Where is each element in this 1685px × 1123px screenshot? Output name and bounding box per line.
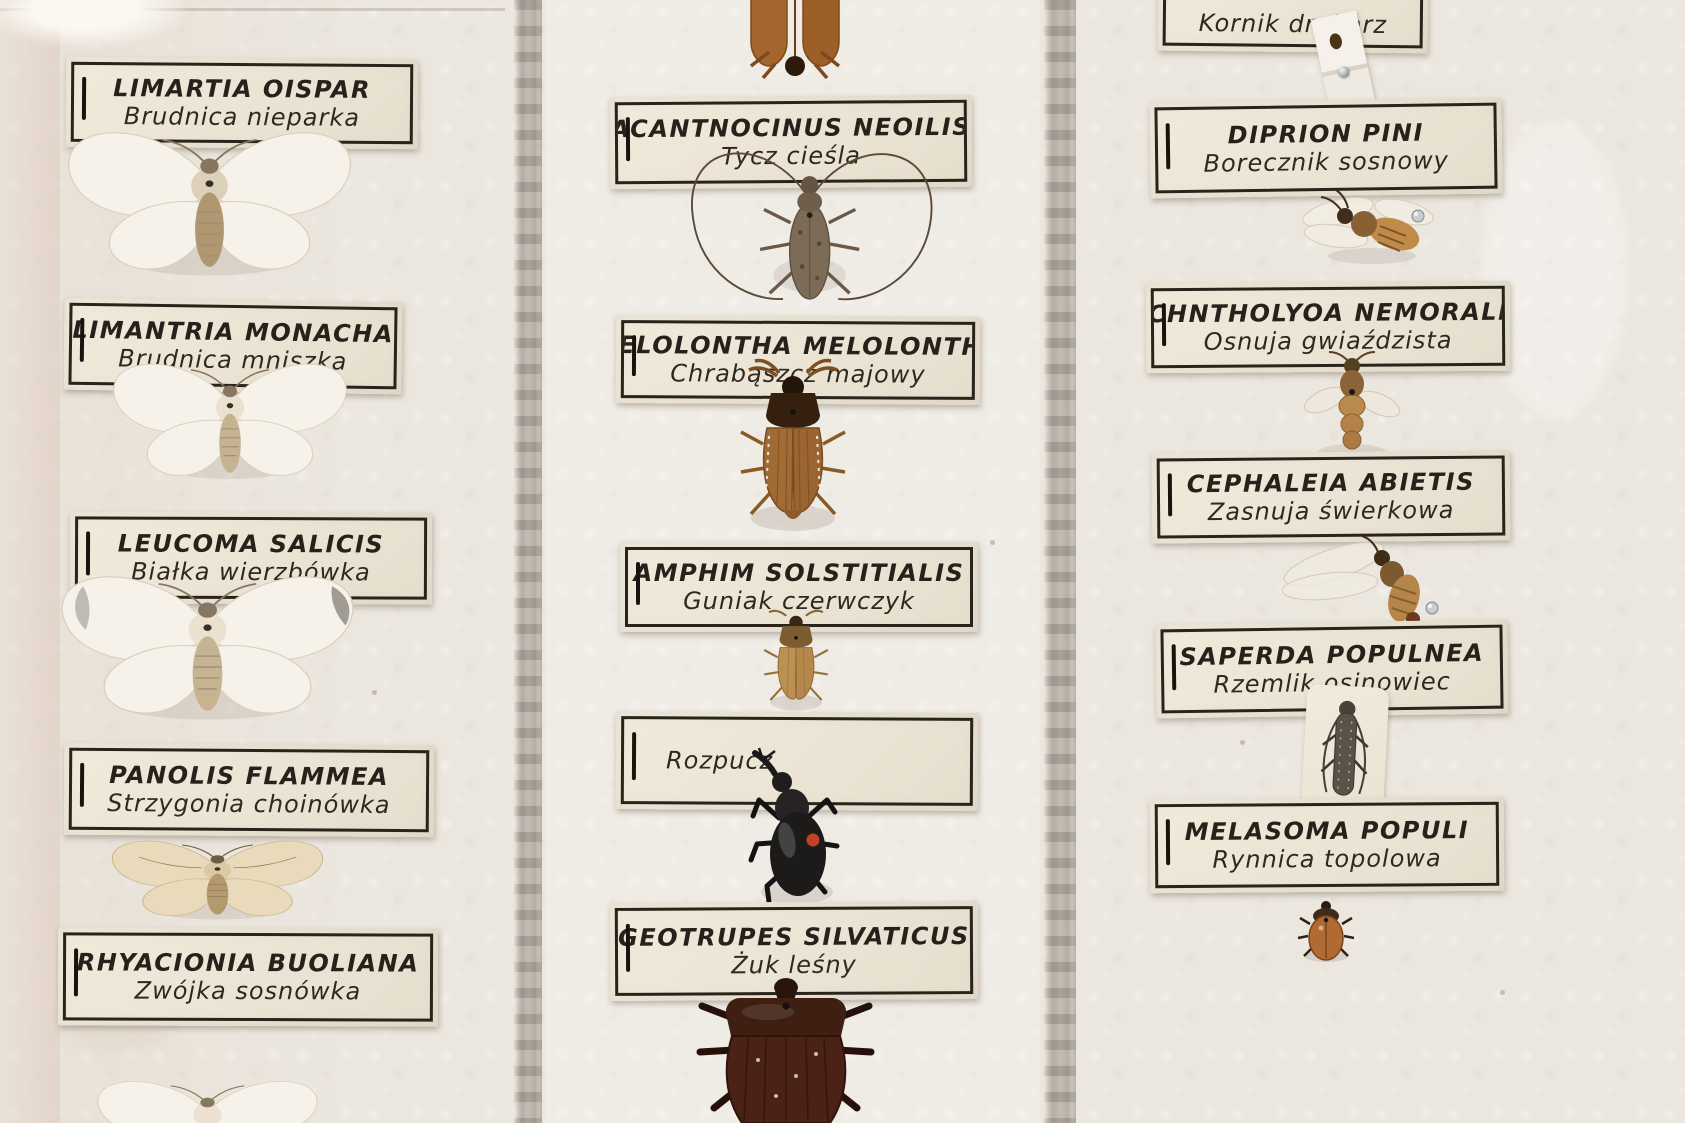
sheen xyxy=(1480,120,1630,420)
label-frame: MELASOMA POPULI Rynnica topolowa xyxy=(1154,801,1500,889)
styrofoam-seam xyxy=(514,0,542,1123)
pin-icon xyxy=(1165,819,1171,865)
pin-icon xyxy=(79,762,85,808)
moth-fragment xyxy=(0,0,190,48)
pin-icon xyxy=(1161,302,1167,346)
specimen-label-rhyacionia-buoliana: RHYACIONIA BUOLIANA Zwójka sosnówka xyxy=(57,927,439,1027)
polish-name: Borecznik sosnowy xyxy=(1203,146,1450,178)
label-frame: Kornik drukarz xyxy=(1162,0,1424,49)
pale-moth-specimen xyxy=(97,1081,318,1123)
label-frame: DIPRION PINI Borecznik sosnowy xyxy=(1154,102,1498,194)
cockchafer-beetle-partial-specimen xyxy=(749,0,841,80)
latin-name: SAPERDA POPULNEA xyxy=(1179,638,1485,672)
longhorn-beetle-specimen xyxy=(691,152,933,301)
pin-icon xyxy=(73,948,79,997)
latin-name: LEUCOMA SALICIS xyxy=(117,529,385,559)
latin-name: PANOLIS FLAMMEA xyxy=(109,761,390,791)
latin-name: DIPRION PINI xyxy=(1227,118,1425,150)
specimen-label-kornik: Kornik drukarz xyxy=(1157,0,1429,54)
dust-speck xyxy=(1500,990,1505,995)
label-frame: AMPHIM SOLSTITIALIS Guniak czerwczyk xyxy=(625,547,973,627)
pin-icon xyxy=(1171,644,1177,690)
polish-name: Rynnica topolowa xyxy=(1212,844,1442,874)
latin-name: CEPHALEIA ABIETIS xyxy=(1186,467,1476,499)
polish-name: Żuk leśny xyxy=(731,950,857,980)
dust-speck xyxy=(990,540,995,545)
latin-name: MELASOMA POPULI xyxy=(1184,816,1470,846)
leaf-beetle-specimen xyxy=(1297,901,1355,962)
pine-sawfly-specimen xyxy=(1302,189,1434,264)
tan-moth-specimen xyxy=(112,840,323,920)
pin-icon xyxy=(636,561,640,605)
latin-name: ACHNTHOLYOA NEMORALIS xyxy=(1150,297,1506,329)
dust-speck xyxy=(372,690,377,695)
white-moth-specimen xyxy=(113,363,347,479)
specimen-label-melasoma: MELASOMA POPULI Rynnica topolowa xyxy=(1149,796,1505,894)
latin-name: GEOTRUPES SILVATICUS xyxy=(618,922,970,952)
label-frame: PANOLIS FLAMMEA Strzygonia choinówka xyxy=(68,747,430,833)
white-moth-specimen xyxy=(61,576,354,720)
pin-icon xyxy=(625,923,631,972)
specimen-label-amphim: AMPHIM SOLSTITIALIS Guniak czerwczyk xyxy=(620,542,978,632)
dor-beetle-specimen xyxy=(696,978,875,1123)
bark-beetle-specimen xyxy=(1328,32,1344,51)
polish-name: Guniak czerwczyk xyxy=(683,587,915,615)
summer-chafer-beetle-specimen xyxy=(763,609,829,711)
pin-icon xyxy=(79,318,85,363)
latin-name: LIMANTRIA MONACHA xyxy=(72,315,395,349)
polish-name: Strzygonia choinówka xyxy=(107,789,391,819)
pin-icon xyxy=(1165,122,1171,170)
latin-name: AMPHIM SOLSTITIALIS xyxy=(633,559,965,587)
specimen-card xyxy=(1298,683,1390,859)
poplar-longhorn-specimen xyxy=(1320,700,1369,796)
styrofoam-seam xyxy=(1044,0,1076,1123)
pin-icon xyxy=(1167,473,1173,517)
specimen-label-diprion-pini: DIPRION PINI Borecznik sosnowy xyxy=(1149,97,1503,199)
polish-name: Zwójka sosnówka xyxy=(134,976,362,1006)
latin-name: RHYACIONIA BUOLIANA xyxy=(76,948,420,978)
black-weevil-specimen xyxy=(748,747,840,905)
pin-icon xyxy=(81,76,87,120)
pin-head xyxy=(1337,65,1351,79)
specimen-label-panolis-flammea: PANOLIS FLAMMEA Strzygonia choinówka xyxy=(63,742,435,838)
polish-name: Osnuja gwiaździsta xyxy=(1203,326,1453,356)
web-spinning-sawfly-specimen xyxy=(1303,351,1401,460)
dust-speck xyxy=(1240,740,1245,745)
panel-ridge xyxy=(0,8,505,11)
pin-icon xyxy=(631,732,637,780)
pin-icon xyxy=(631,334,637,377)
white-moth-specimen xyxy=(68,132,351,276)
cockchafer-beetle-specimen xyxy=(740,358,846,531)
latin-name: LIMARTIA OISPAR xyxy=(113,74,372,104)
label-frame: RHYACIONIA BUOLIANA Zwójka sosnówka xyxy=(62,932,434,1022)
latin-name: MELOLONTHA MELOLONTHA xyxy=(620,330,976,362)
pin-icon xyxy=(625,117,631,162)
